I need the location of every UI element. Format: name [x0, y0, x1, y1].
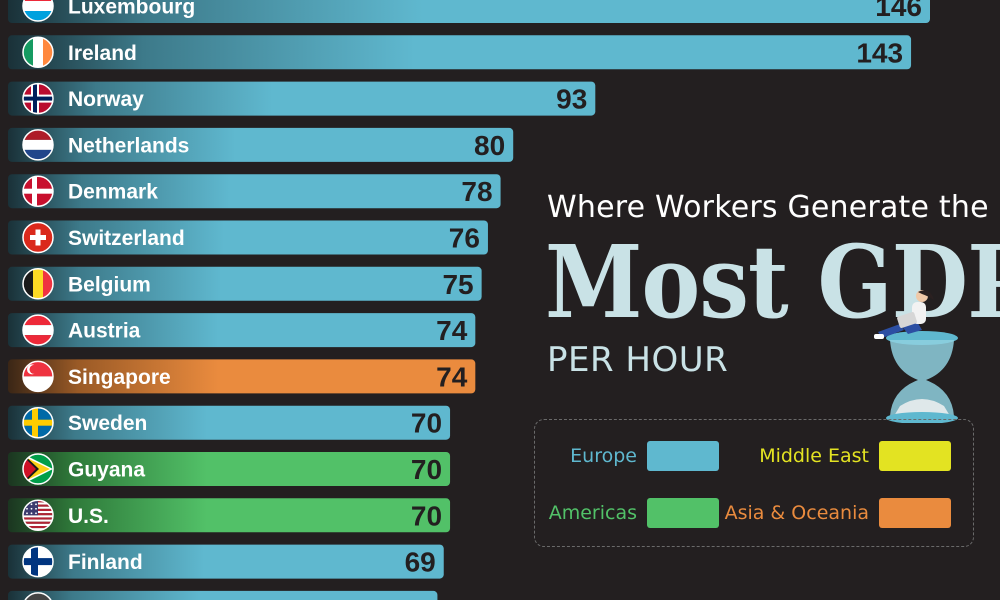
bar-row-ireland: Ireland 143	[8, 35, 912, 70]
legend-swatch-americas	[647, 498, 719, 528]
bar	[8, 35, 912, 70]
guyana-flag-icon	[22, 453, 54, 485]
bar	[8, 220, 488, 255]
category-label: Ireland	[68, 42, 137, 65]
legend-item-americas: Americas	[535, 498, 719, 528]
netherlands-flag-icon	[22, 129, 54, 161]
category-label: Luxembourg	[68, 0, 195, 19]
bar	[8, 590, 438, 600]
value-label: 70	[411, 408, 442, 439]
bar	[8, 127, 514, 162]
value-label: 93	[556, 84, 587, 115]
legend-item-middle-east: Middle East	[735, 441, 951, 471]
value-label: 74	[436, 315, 468, 346]
category-label: Finland	[68, 551, 143, 574]
ireland-flag-icon	[22, 36, 54, 69]
finland-flag-icon	[22, 545, 54, 578]
chart-title: Where Workers Generate the	[547, 190, 989, 225]
legend: Europe Middle East Americas Asia & Ocean…	[534, 419, 974, 547]
category-label: Netherlands	[68, 134, 189, 157]
hourglass-worker-illustration	[874, 290, 958, 423]
bar	[8, 498, 451, 533]
flag-icon	[24, 592, 52, 600]
value-label: 80	[474, 130, 505, 161]
legend-swatch-asia-oceania	[879, 498, 951, 528]
value-label: 78	[461, 176, 492, 207]
sweden-flag-icon	[22, 406, 54, 439]
bar-row-guyana: Guyana 70	[8, 452, 451, 486]
bar-row-austria: Austria 74	[8, 313, 476, 348]
bar	[8, 81, 596, 116]
singapore-flag-icon	[22, 360, 54, 393]
bar-row-denmark: Denmark 78	[8, 174, 501, 209]
legend-item-europe: Europe	[535, 441, 719, 471]
bar	[8, 174, 501, 209]
value-label: 70	[411, 500, 442, 531]
bar-row-singapore: Singapore 74	[8, 359, 476, 394]
austria-flag-icon	[22, 314, 54, 346]
bar-row-partial	[8, 590, 438, 600]
value-label: 74	[436, 361, 468, 392]
value-label: 69	[405, 547, 436, 578]
bar-row-norway: Norway 93	[8, 81, 596, 116]
legend-item-asia-oceania: Asia & Oceania	[725, 498, 951, 528]
bar	[8, 313, 476, 348]
bar	[8, 0, 930, 23]
us-flag-icon	[22, 499, 54, 532]
category-label: Denmark	[68, 181, 158, 204]
bar	[8, 452, 451, 486]
category-label: Singapore	[68, 366, 171, 389]
value-label: 70	[411, 454, 442, 485]
bar	[8, 359, 476, 394]
category-label: Guyana	[68, 459, 145, 482]
bar-row-sweden: Sweden 70	[8, 405, 451, 440]
bar-row-finland: Finland 69	[8, 544, 444, 579]
category-label: Switzerland	[68, 227, 185, 250]
category-label: Norway	[68, 88, 144, 111]
belgium-flag-icon	[22, 268, 54, 300]
bar-row-u-s: U.S. 70	[8, 498, 451, 533]
category-label: Belgium	[68, 273, 151, 296]
bar	[8, 544, 444, 579]
chart-subtitle: PER HOUR	[547, 340, 729, 380]
value-label: 76	[449, 223, 480, 254]
category-label: U.S.	[68, 505, 109, 528]
bar	[8, 266, 482, 301]
bar-row-belgium: Belgium 75	[8, 266, 482, 301]
legend-swatch-europe	[647, 441, 719, 471]
denmark-flag-icon	[22, 175, 54, 207]
switzerland-flag-icon	[22, 221, 54, 254]
bar	[8, 405, 451, 440]
norway-flag-icon	[22, 82, 54, 115]
value-label: 146	[875, 0, 922, 22]
legend-label-europe: Europe	[570, 445, 637, 467]
luxembourg-flag-icon	[22, 0, 54, 22]
category-label: Sweden	[68, 412, 147, 435]
legend-label-asia-oceania: Asia & Oceania	[724, 502, 869, 524]
value-label: 143	[856, 37, 903, 68]
legend-label-middle-east: Middle East	[759, 445, 869, 467]
bar-row-switzerland: Switzerland 76	[8, 220, 488, 255]
legend-swatch-middle-east	[879, 441, 951, 471]
bars-layer: Luxembourg 146 Ireland 143 Norway 93 Netherlan…	[8, 0, 930, 600]
bar-row-netherlands: Netherlands 80	[8, 127, 514, 162]
legend-label-americas: Americas	[548, 502, 637, 524]
bar-row-luxembourg: Luxembourg 146	[8, 0, 930, 23]
category-label: Austria	[68, 320, 141, 343]
value-label: 75	[442, 269, 473, 300]
